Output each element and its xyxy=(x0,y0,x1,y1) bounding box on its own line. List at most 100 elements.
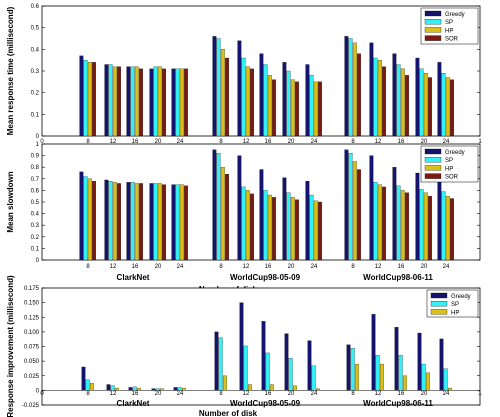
bar-sp-worldcup98-06-11-12 xyxy=(373,57,378,137)
x-tick-label-disk: 8 xyxy=(219,264,223,270)
bar-sor-worldcup98-05-09-16 xyxy=(272,79,276,137)
x-tick-label-disk: 16 xyxy=(265,264,272,270)
legend-label-greedy: Greedy xyxy=(445,12,465,18)
bar-sp-clarknet-24 xyxy=(175,68,180,137)
bar-hp-worldcup98-05-09-24 xyxy=(313,200,318,261)
bar-sp-worldcup98-06-11-12 xyxy=(373,182,378,261)
legend-swatch-hp xyxy=(424,27,442,33)
bar-greedy-worldcup98-06-11-20 xyxy=(415,172,420,261)
bar-greedy-clarknet-20 xyxy=(151,388,156,391)
x-tick-label-disk: 8 xyxy=(86,391,90,397)
y-axis-title: Mean slowdown xyxy=(6,171,15,232)
x-tick-label-disk: 24 xyxy=(177,264,184,270)
bar-sp-worldcup98-05-09-20 xyxy=(286,192,291,261)
legend-label-sor: SOR xyxy=(445,37,459,43)
y-tick-label: -0.025 xyxy=(22,403,40,409)
bar-sor-worldcup98-05-09-8 xyxy=(225,174,229,261)
legend: Greedy SP HP SOR xyxy=(420,7,479,45)
x-tick-label-disk: 16 xyxy=(132,264,139,270)
bar-hp-worldcup98-05-09-16 xyxy=(267,194,272,261)
bar-sor-worldcup98-06-11-24 xyxy=(450,198,454,261)
bar-hp-worldcup98-05-09-12 xyxy=(245,66,250,137)
bar-sp-worldcup98-06-11-8 xyxy=(348,38,353,137)
bar-sor-worldcup98-05-09-8 xyxy=(225,57,229,137)
bar-sor-worldcup98-05-09-12 xyxy=(250,68,254,137)
bar-greedy-clarknet-12 xyxy=(104,179,109,261)
bar-greedy-worldcup98-06-11-12 xyxy=(369,42,374,137)
legend-swatch-sor xyxy=(424,35,442,41)
x-tick-label-disk: 24 xyxy=(443,139,450,145)
bar-hp-worldcup98-05-09-8 xyxy=(220,49,225,137)
bar-hp-worldcup98-06-11-24 xyxy=(445,196,450,261)
bar-greedy-worldcup98-06-11-24 xyxy=(437,176,442,261)
bar-hp-clarknet-24 xyxy=(181,387,186,391)
y-tick-label: 0.150 xyxy=(24,301,40,307)
bar-sp-worldcup98-06-11-16 xyxy=(398,355,403,391)
y-tick-label: 0.5 xyxy=(31,200,40,206)
x-tick-label-disk: 20 xyxy=(421,139,428,145)
y-tick-label: 0.125 xyxy=(24,315,40,321)
x-tick-label-disk: 12 xyxy=(375,264,382,270)
bar-sp-clarknet-8 xyxy=(85,379,90,391)
bar-greedy-worldcup98-05-09-16 xyxy=(259,53,264,137)
bar-hp-clarknet-20 xyxy=(157,66,162,137)
bar-sp-clarknet-8 xyxy=(83,60,88,137)
legend-label-hp: HP xyxy=(445,28,453,34)
bar-greedy-worldcup98-06-11-12 xyxy=(371,314,376,391)
bar-hp-clarknet-8 xyxy=(87,62,92,137)
bar-greedy-clarknet-24 xyxy=(173,387,178,391)
y-tick-label: 0.025 xyxy=(24,374,40,380)
x-tick-label-disk: 16 xyxy=(265,139,272,145)
bar-greedy-clarknet-20 xyxy=(149,183,154,261)
bar-hp-worldcup98-06-11-16 xyxy=(402,375,407,391)
bar-greedy-worldcup98-06-11-20 xyxy=(415,57,420,137)
bar-sor-worldcup98-06-11-8 xyxy=(357,169,361,261)
bar-sp-worldcup98-06-11-20 xyxy=(419,68,424,137)
legend-swatch-sp xyxy=(430,301,448,307)
bar-sp-worldcup98-06-11-24 xyxy=(441,73,446,137)
bar-hp-worldcup98-06-11-24 xyxy=(445,77,450,137)
bar-hp-worldcup98-05-09-24 xyxy=(313,81,318,137)
bar-hp-worldcup98-05-09-12 xyxy=(245,190,250,261)
chart-panel-2: 0 0.1 0.2 0.3 0.4 0.5 0.6 0.7 0.8 0.9 1 Mean slowdo… xyxy=(6,142,481,294)
y-tick-label: 0.7 xyxy=(31,177,40,183)
bar-hp-worldcup98-06-11-20 xyxy=(423,192,428,261)
bar-greedy-clarknet-16 xyxy=(126,66,131,137)
x-tick-label-disk: 16 xyxy=(398,264,405,270)
bar-hp-worldcup98-06-11-16 xyxy=(400,190,405,261)
bar-sor-clarknet-8 xyxy=(92,62,96,137)
x-tick-label-disk: 8 xyxy=(219,139,223,145)
x-tick-label-disk: 12 xyxy=(375,139,382,145)
bar-sor-clarknet-16 xyxy=(139,183,143,261)
bar-greedy-worldcup98-06-11-16 xyxy=(394,327,399,391)
bar-hp-worldcup98-06-11-24 xyxy=(447,387,452,391)
y-tick-label: 0.4 xyxy=(31,212,40,218)
bar-hp-worldcup98-06-11-8 xyxy=(352,42,357,137)
bar-hp-worldcup98-06-11-12 xyxy=(379,363,384,391)
bar-hp-clarknet-20 xyxy=(159,388,164,391)
bar-hp-worldcup98-05-09-8 xyxy=(220,167,225,261)
bar-hp-worldcup98-05-09-20 xyxy=(292,385,297,391)
x-tick-label-max: 1 xyxy=(478,139,482,145)
bar-sor-worldcup98-06-11-16 xyxy=(405,192,409,261)
x-tick-label-disk: 12 xyxy=(243,139,250,145)
bar-sor-worldcup98-05-09-24 xyxy=(318,81,322,137)
chart-panel-3: -0.02500.0250.0500.0750.1000.1250.1500.1… xyxy=(6,275,482,417)
bar-sp-worldcup98-05-09-20 xyxy=(288,358,293,391)
y-tick-label: 0.5 xyxy=(31,26,40,32)
bar-greedy-worldcup98-06-11-8 xyxy=(344,149,349,261)
bar-sor-worldcup98-05-09-20 xyxy=(295,199,299,261)
y-tick-label: 0.2 xyxy=(31,91,40,97)
y-tick-label: 0.100 xyxy=(24,330,40,336)
bar-sp-worldcup98-05-09-8 xyxy=(216,153,221,261)
bar-hp-worldcup98-06-11-16 xyxy=(400,68,405,137)
bar-greedy-worldcup98-06-11-20 xyxy=(417,332,422,391)
bar-sp-worldcup98-05-09-12 xyxy=(241,57,246,137)
bar-hp-worldcup98-06-11-8 xyxy=(352,161,357,261)
bar-greedy-worldcup98-06-11-16 xyxy=(392,53,397,137)
bar-hp-worldcup98-05-09-12 xyxy=(247,384,252,391)
x-tick-label-disk: 16 xyxy=(132,139,139,145)
bar-sor-worldcup98-05-09-24 xyxy=(318,201,322,261)
bar-sor-worldcup98-06-11-24 xyxy=(450,79,454,137)
